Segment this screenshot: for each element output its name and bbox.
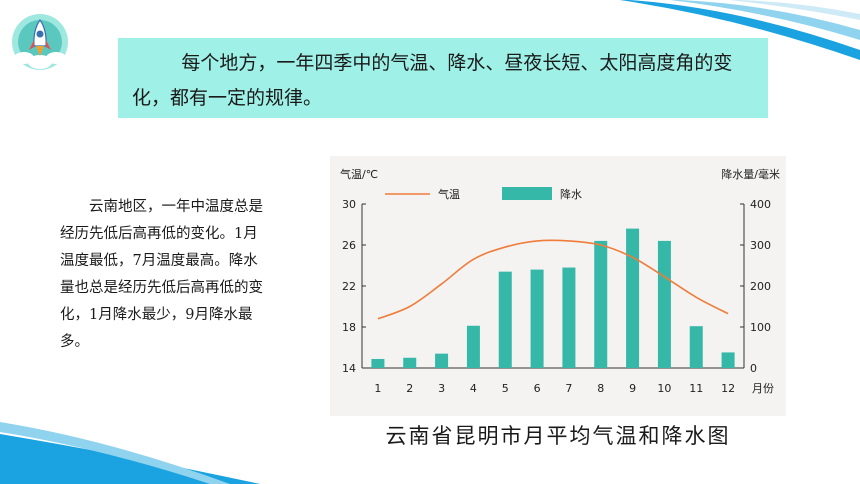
right-tick-label: 0 bbox=[750, 362, 757, 375]
left-tick-label: 26 bbox=[342, 239, 356, 252]
decorative-wave-bottom bbox=[0, 422, 260, 484]
left-axis-title: 气温/℃ bbox=[340, 167, 378, 181]
x-tick-label: 1 bbox=[374, 382, 381, 395]
right-tick-label: 200 bbox=[750, 280, 771, 293]
precipitation-bar bbox=[689, 326, 703, 368]
precipitation-bar bbox=[466, 325, 480, 368]
precipitation-bar bbox=[562, 267, 576, 368]
x-tick-label: 5 bbox=[502, 382, 509, 395]
precipitation-bar bbox=[594, 240, 608, 368]
chart-panel bbox=[330, 156, 786, 416]
intro-text: 每个地方，一年四季中的气温、降水、昼夜长短、太阳高度角的变化，都有一定的规律。 bbox=[132, 52, 733, 109]
legend-label-temperature: 气温 bbox=[438, 187, 460, 201]
right-tick-label: 100 bbox=[750, 321, 771, 334]
x-axis-title: 月份 bbox=[752, 382, 774, 395]
decorative-wave-top bbox=[620, 0, 860, 60]
description-text: 云南地区，一年中温度总是经历先低后高再低的变化。1月温度最低，7月温度最高。降水… bbox=[60, 199, 263, 350]
temperature-precipitation-chart: 气温/℃ 降水量/毫米 气温 降水 月份 1418222630010020030… bbox=[340, 167, 780, 395]
x-tick-label: 3 bbox=[438, 382, 445, 395]
legend-bar-sample bbox=[502, 187, 552, 200]
precipitation-bar bbox=[626, 228, 640, 368]
legend-label-precipitation: 降水 bbox=[560, 187, 582, 201]
precipitation-bar bbox=[403, 357, 417, 368]
x-tick-label: 6 bbox=[534, 382, 541, 395]
x-tick-label: 7 bbox=[565, 382, 572, 395]
x-tick-label: 2 bbox=[406, 382, 413, 395]
left-tick-label: 22 bbox=[342, 280, 356, 293]
precipitation-bar bbox=[435, 353, 449, 368]
x-tick-label: 12 bbox=[721, 382, 735, 395]
left-tick-label: 30 bbox=[342, 198, 356, 211]
temperature-line bbox=[377, 239, 729, 320]
precipitation-bar bbox=[721, 352, 735, 368]
x-tick-label: 8 bbox=[597, 382, 604, 395]
rocket-logo-icon bbox=[12, 14, 68, 70]
left-tick-label: 18 bbox=[342, 321, 356, 334]
chart-caption: 云南省昆明市月平均气温和降水图 bbox=[385, 424, 731, 448]
right-tick-label: 300 bbox=[750, 239, 771, 252]
precipitation-bar bbox=[657, 240, 671, 368]
left-tick-label: 14 bbox=[342, 362, 356, 375]
x-tick-label: 4 bbox=[470, 382, 477, 395]
precipitation-bar bbox=[371, 358, 385, 368]
right-tick-label: 400 bbox=[750, 198, 771, 211]
right-axis-title: 降水量/毫米 bbox=[721, 167, 780, 181]
x-tick-label: 10 bbox=[657, 382, 671, 395]
precipitation-bar bbox=[498, 271, 512, 368]
x-tick-label: 11 bbox=[689, 382, 703, 395]
x-tick-label: 9 bbox=[629, 382, 636, 395]
precipitation-bar bbox=[530, 269, 544, 368]
intro-banner: 每个地方，一年四季中的气温、降水、昼夜长短、太阳高度角的变化，都有一定的规律。 bbox=[118, 38, 768, 118]
